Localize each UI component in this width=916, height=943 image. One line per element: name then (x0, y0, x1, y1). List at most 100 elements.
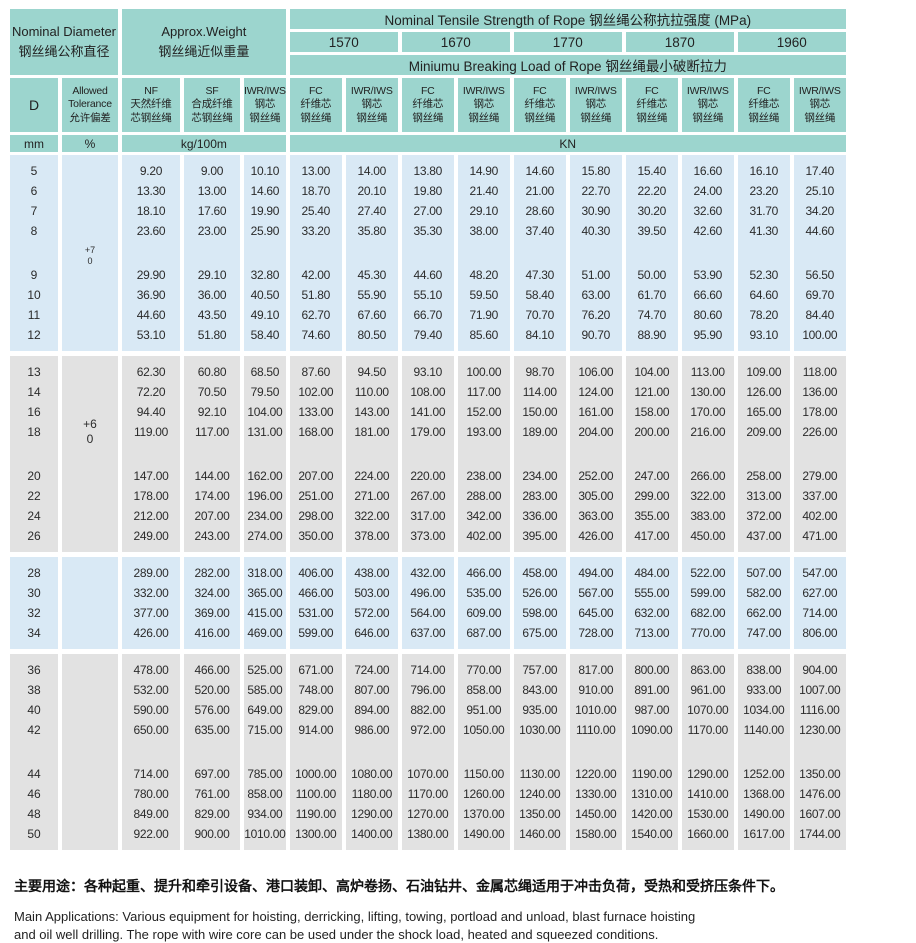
value-cell: 40.30 (565, 221, 626, 241)
value-cell: 41.30 (733, 221, 794, 241)
value-cell: 377.00 (118, 603, 184, 623)
value-cell: 234.00 (240, 506, 290, 526)
value-cell: 31.70 (733, 201, 794, 221)
value-cell: 1450.00 (565, 804, 626, 824)
value-cell: 1617.00 (733, 824, 794, 844)
spacer-row (6, 654, 850, 850)
tolerance-cell (58, 654, 122, 850)
value-cell: 42.00 (285, 265, 346, 285)
table-row: 40 590.00 576.00 649.00 829.00 894.00 882.00 95… (6, 700, 850, 720)
value-cell: 649.00 (240, 700, 290, 720)
value-cell: 1744.00 (789, 824, 850, 844)
value-cell: 126.00 (733, 382, 794, 402)
value-cell: 38.00 (453, 221, 514, 241)
value-cell: 1290.00 (341, 804, 402, 824)
value-cell: 62.30 (118, 362, 184, 382)
value-cell: 224.00 (341, 466, 402, 486)
value-cell: 1476.00 (789, 784, 850, 804)
table-row: 18 119.00 117.00 131.00 168.00 181.00 179.00 19… (6, 422, 850, 442)
table-row: 6 13.30 13.00 14.60 18.70 20.10 19.80 21.40 21.0… (6, 181, 850, 201)
value-cell: 162.00 (240, 466, 290, 486)
value-cell: 39.50 (621, 221, 682, 241)
value-cell: 58.40 (509, 285, 570, 305)
value-cell: 1310.00 (621, 784, 682, 804)
value-cell: 13.30 (118, 181, 184, 201)
value-cell: 43.50 (180, 305, 244, 325)
value-cell: 1080.00 (341, 764, 402, 784)
value-cell: 336.00 (509, 506, 570, 526)
value-cell: 796.00 (397, 680, 458, 700)
value-cell: 525.00 (240, 660, 290, 680)
value-cell: 243.00 (180, 526, 244, 546)
value-cell: 426.00 (118, 623, 184, 643)
value-cell: 632.00 (621, 603, 682, 623)
value-cell: 29.10 (453, 201, 514, 221)
value-cell: 1100.00 (285, 784, 346, 804)
unit-kn: KN (285, 132, 850, 155)
value-cell: 106.00 (565, 362, 626, 382)
value-cell: 32.60 (677, 201, 738, 221)
value-cell: 637.00 (397, 623, 458, 643)
value-cell: 18.70 (285, 181, 346, 201)
value-cell: 555.00 (621, 583, 682, 603)
value-cell: 282.00 (180, 563, 244, 583)
value-cell: 1150.00 (453, 764, 514, 784)
spacer-row: +6 0 (6, 356, 850, 552)
value-cell: 535.00 (453, 583, 514, 603)
col-header-iwr: IWR/IWS 钢芯 钢丝绳 (240, 75, 290, 135)
diameter-cell: 46 (6, 784, 62, 804)
diameter-cell: 38 (6, 680, 62, 700)
value-cell: 910.00 (565, 680, 626, 700)
value-cell: 598.00 (509, 603, 570, 623)
value-cell: 25.90 (240, 221, 290, 241)
value-cell: 713.00 (621, 623, 682, 643)
value-cell: 432.00 (397, 563, 458, 583)
unit-kg-100m: kg/100m (118, 132, 290, 155)
value-cell: 922.00 (118, 824, 184, 844)
value-cell: 1130.00 (509, 764, 570, 784)
value-cell: 526.00 (509, 583, 570, 603)
header-approx-weight: Approx.Weight 钢丝绳近似重量 (118, 6, 290, 78)
diameter-cell: 22 (6, 486, 62, 506)
value-cell: 894.00 (341, 700, 402, 720)
value-cell: 21.40 (453, 181, 514, 201)
value-cell: 28.60 (509, 201, 570, 221)
col-header-fc-1770: FC 纤维芯 钢丝绳 (509, 75, 570, 135)
value-cell: 1368.00 (733, 784, 794, 804)
value-cell: 36.00 (180, 285, 244, 305)
value-cell: 662.00 (733, 603, 794, 623)
value-cell: 204.00 (565, 422, 626, 442)
value-cell: 67.60 (341, 305, 402, 325)
table-row: 50 922.00 900.00 1010.00 1300.00 1400.00 1380.… (6, 824, 850, 844)
value-cell: 496.00 (397, 583, 458, 603)
value-cell: 1070.00 (397, 764, 458, 784)
value-cell: 55.90 (341, 285, 402, 305)
value-cell: 564.00 (397, 603, 458, 623)
value-cell: 78.20 (733, 305, 794, 325)
value-cell: 72.20 (118, 382, 184, 402)
value-cell: 200.00 (621, 422, 682, 442)
value-cell: 863.00 (677, 660, 738, 680)
data-band-2: 28 289.00 282.00 318.00 406.00 438.00 432.00 46… (6, 557, 850, 649)
value-cell: 70.50 (180, 382, 244, 402)
value-cell: 80.60 (677, 305, 738, 325)
value-cell: 29.10 (180, 265, 244, 285)
value-cell: 378.00 (341, 526, 402, 546)
value-cell: 258.00 (733, 466, 794, 486)
unit-mm: mm (6, 132, 62, 155)
value-cell: 972.00 (397, 720, 458, 740)
col-header-iwr-1960: IWR/IWS 钢芯 钢丝绳 (789, 75, 850, 135)
value-cell: 416.00 (180, 623, 244, 643)
value-cell: 14.90 (453, 161, 514, 181)
value-cell: 52.30 (733, 265, 794, 285)
value-cell: 189.00 (509, 422, 570, 442)
value-cell: 288.00 (453, 486, 514, 506)
diameter-cell: 32 (6, 603, 62, 623)
table-row: 32 377.00 369.00 415.00 531.00 572.00 564.00 60… (6, 603, 850, 623)
unit-row: mm % kg/100m KN (6, 132, 850, 155)
value-cell: 372.00 (733, 506, 794, 526)
value-cell: 49.10 (240, 305, 290, 325)
value-cell: 15.80 (565, 161, 626, 181)
value-cell: 34.20 (789, 201, 850, 221)
